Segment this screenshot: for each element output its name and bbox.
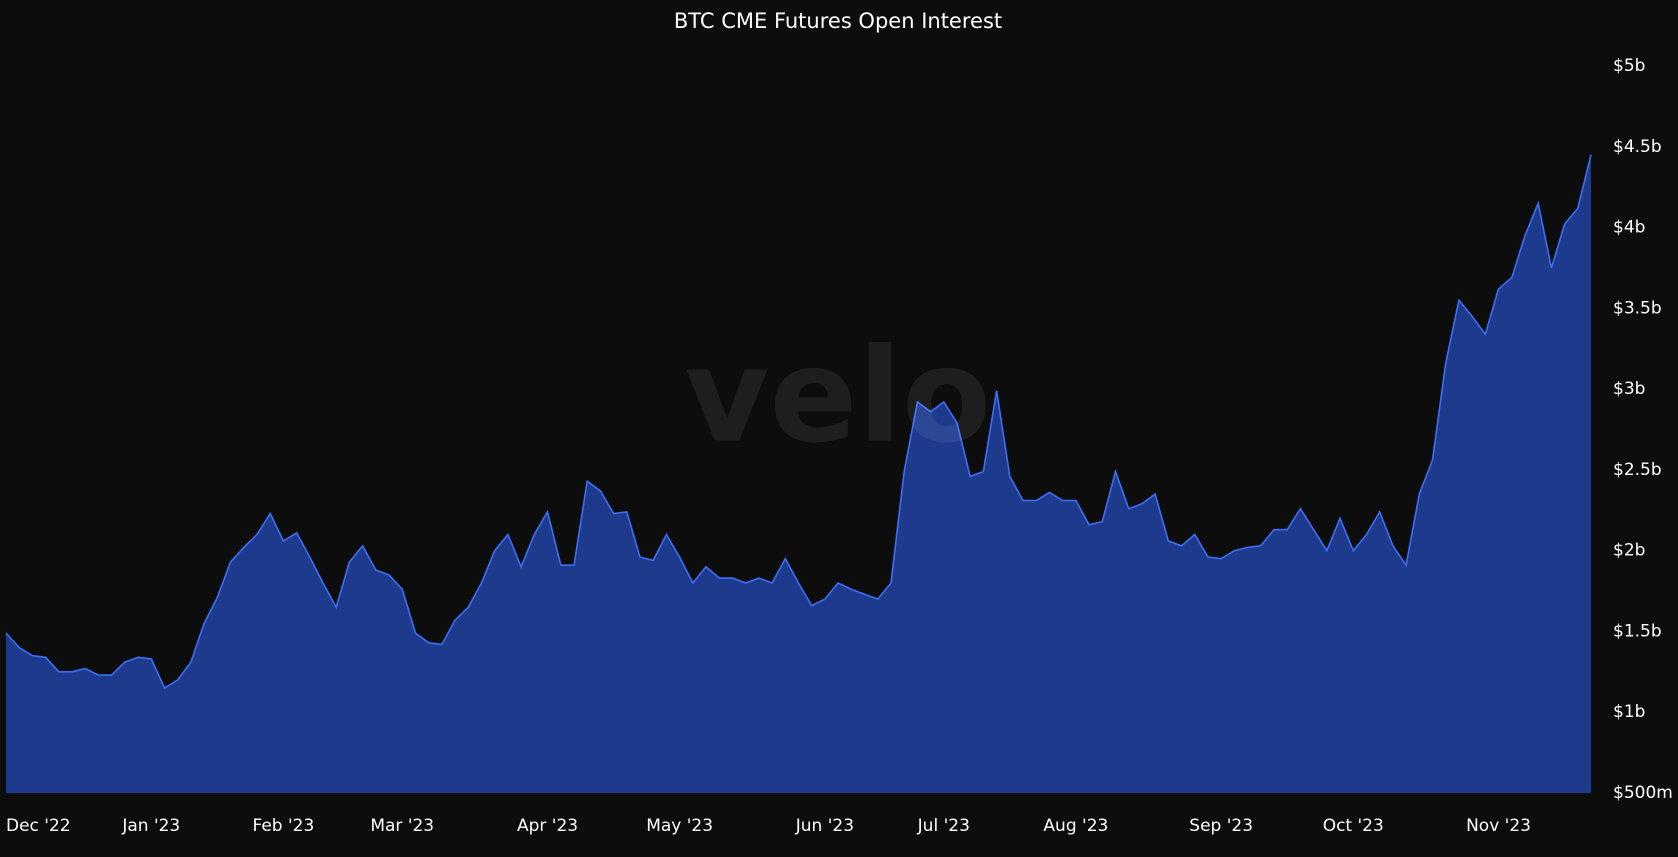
x-tick-label: May '23	[646, 816, 713, 836]
x-tick-label: Sep '23	[1189, 816, 1253, 836]
y-tick-label: $2b	[1613, 541, 1645, 561]
x-tick-label: Oct '23	[1323, 816, 1384, 836]
x-tick-label: Dec '22	[6, 816, 71, 836]
x-tick-label: Mar '23	[370, 816, 434, 836]
y-tick-label: $500m	[1613, 783, 1673, 803]
x-tick-label: Aug '23	[1043, 816, 1108, 836]
y-tick-label: $4.5b	[1613, 137, 1662, 157]
x-tick-label: Nov '23	[1466, 816, 1531, 836]
watermark: velo	[685, 320, 992, 472]
x-tick-label: Jan '23	[121, 816, 180, 836]
y-tick-label: $3b	[1613, 379, 1645, 399]
chart-title: BTC CME Futures Open Interest	[674, 9, 1002, 33]
line	[5, 154, 1592, 690]
y-tick-label: $4b	[1613, 218, 1645, 238]
x-tick-label: Jul '23	[917, 816, 970, 836]
y-tick-label: $2.5b	[1613, 460, 1662, 480]
x-tick-label: Jun '23	[795, 816, 854, 836]
y-tick-label: $1.5b	[1613, 621, 1662, 641]
y-tick-label: $5b	[1613, 56, 1645, 76]
y-tick-label: $1b	[1613, 702, 1645, 722]
area	[6, 154, 1591, 793]
x-tick-label: Apr '23	[517, 816, 578, 836]
y-tick-label: $3.5b	[1613, 298, 1662, 318]
x-tick-label: Feb '23	[252, 816, 314, 836]
